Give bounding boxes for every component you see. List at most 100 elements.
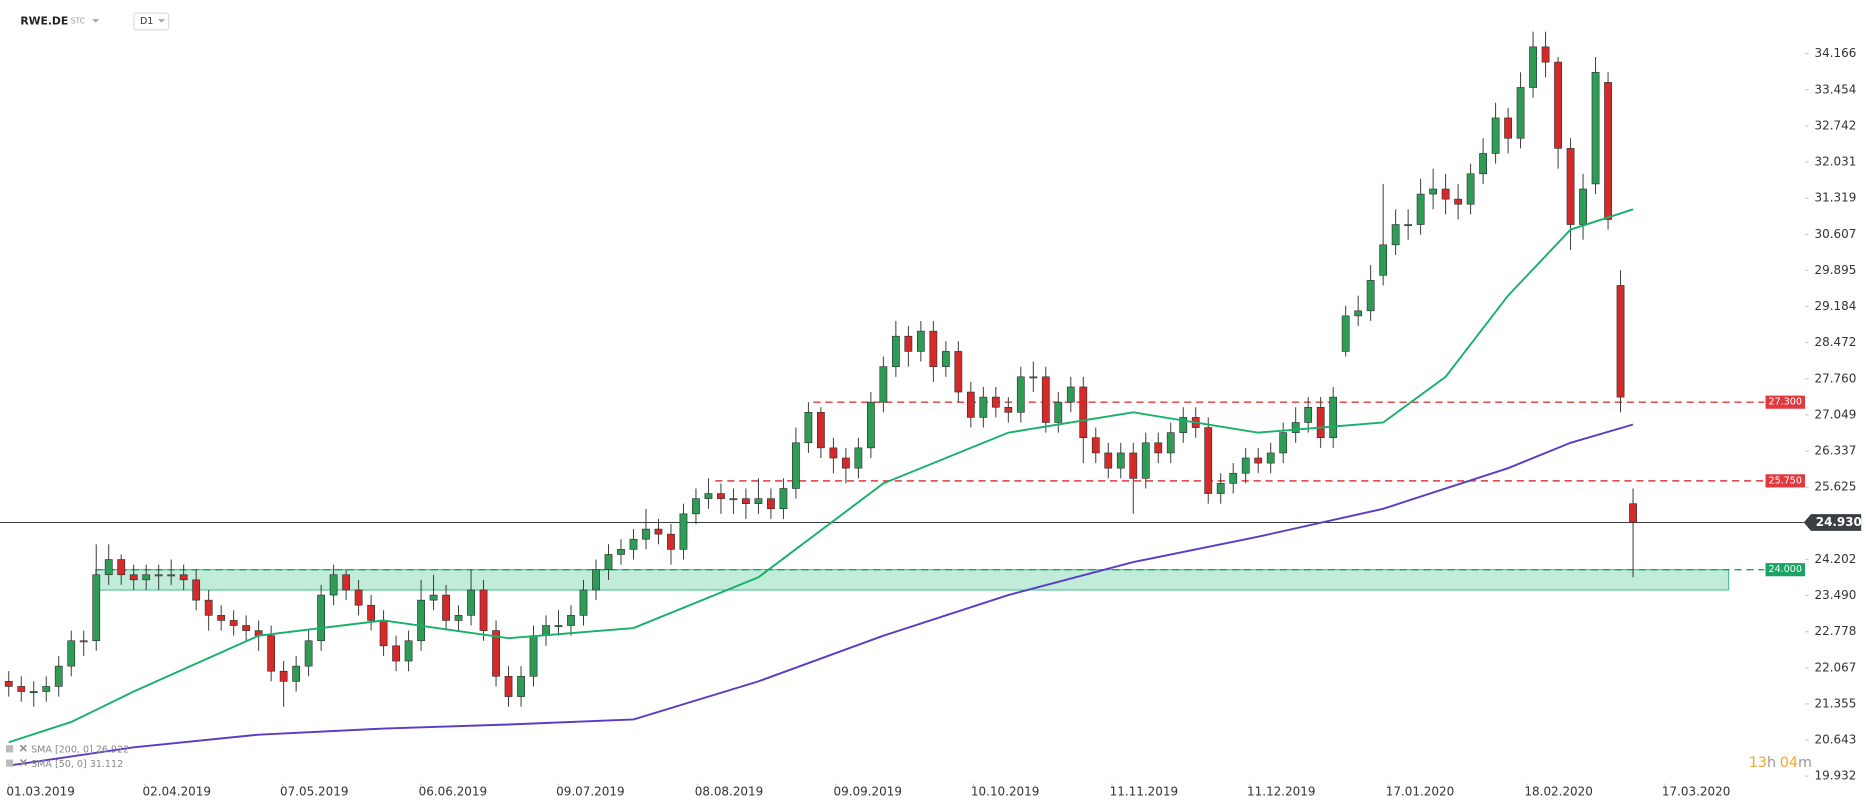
level-label-box — [1765, 474, 1805, 488]
interval[interactable]: D1 — [140, 16, 153, 27]
candle-body — [704, 493, 713, 499]
x-tick-label: 11.12.2019 — [1247, 784, 1315, 798]
candle-body — [1266, 452, 1275, 464]
candle-body — [1054, 401, 1063, 423]
candle-body — [154, 574, 163, 577]
candle-body — [1229, 472, 1238, 484]
candle-body — [367, 604, 375, 621]
candle-body — [617, 549, 625, 555]
candle-body — [891, 335, 900, 367]
candle-body — [279, 670, 288, 682]
candle-body — [554, 625, 563, 628]
candle-body — [1416, 193, 1425, 225]
current-price-label: 24.930 — [1816, 515, 1862, 529]
candle-body — [1404, 224, 1413, 227]
candle-body — [916, 330, 925, 352]
x-tick-label: 09.09.2019 — [834, 784, 902, 798]
candle-body — [729, 498, 738, 501]
candle-body — [879, 366, 888, 403]
dropdown-arrow[interactable] — [157, 19, 166, 23]
candle-body — [1241, 457, 1250, 474]
candle-body — [129, 574, 138, 581]
y-tick-label: 22.067 — [1815, 660, 1857, 674]
candle-body — [966, 391, 975, 418]
x-tick-label: 02.04.2019 — [143, 784, 211, 798]
x-tick-label: 10.10.2019 — [971, 784, 1039, 798]
y-tick-label: 23.490 — [1815, 588, 1857, 602]
candle-body — [242, 625, 251, 631]
y-tick-label: 34.166 — [1815, 46, 1857, 60]
candle-body — [1016, 376, 1025, 413]
candle-body — [417, 599, 425, 642]
x-tick-label: 18.02.2020 — [1524, 784, 1592, 798]
candle-body — [1291, 422, 1300, 433]
candle-body — [179, 574, 188, 581]
candle-body — [842, 457, 850, 469]
candle-body — [1254, 457, 1263, 464]
candle-body — [442, 594, 450, 621]
candle-body — [229, 620, 238, 626]
y-tick-label: 32.742 — [1815, 118, 1857, 132]
sma-line — [8, 208, 1634, 744]
candle-body — [1116, 452, 1125, 469]
candle-body — [1479, 153, 1487, 175]
candle-body — [517, 675, 525, 697]
candle-timer: 13h 04m — [1749, 755, 1812, 771]
support-zone — [95, 569, 1729, 591]
x-tick-label: 11.11.2019 — [1110, 784, 1178, 798]
x-tick-label: 17.03.2020 — [1662, 784, 1730, 798]
candle-body — [779, 488, 788, 510]
candle-body — [1204, 427, 1213, 494]
candle-body — [1441, 188, 1450, 200]
candle-body — [1279, 432, 1288, 454]
candle-body — [204, 599, 213, 616]
candle-body — [1304, 406, 1313, 423]
y-tick-label: 20.643 — [1815, 733, 1857, 747]
candle-body — [1391, 224, 1400, 246]
candle-body — [1179, 417, 1188, 433]
symbol[interactable]: RWE.DE — [20, 15, 68, 28]
candle-body — [192, 579, 201, 601]
dropdown-arrow[interactable] — [92, 19, 100, 23]
candle-body — [1504, 117, 1512, 139]
candle-body — [1004, 406, 1013, 413]
y-tick-label: 28.472 — [1815, 335, 1857, 349]
y-tick-label: 27.049 — [1815, 407, 1857, 421]
candle-body — [1379, 244, 1388, 276]
current-price-box — [1803, 514, 1862, 531]
candle-body — [454, 615, 463, 621]
candle-body — [4, 681, 13, 687]
x-tick-label: 01.03.2019 — [6, 784, 74, 798]
candle-body — [1629, 503, 1637, 523]
y-tick-label: 24.202 — [1815, 552, 1857, 566]
candle-body — [991, 396, 1000, 408]
x-tick-label: 07.05.2019 — [280, 784, 348, 798]
timer-unit: m — [1798, 755, 1812, 771]
candle-body — [1341, 315, 1350, 352]
candle-body — [479, 589, 488, 631]
candle-body — [29, 691, 38, 694]
candle-body — [104, 559, 113, 576]
candle-body — [1216, 483, 1225, 494]
level-label: 27.300 — [1769, 397, 1802, 408]
candle-body — [167, 574, 176, 577]
candle-body — [1041, 376, 1050, 423]
candle-body — [592, 569, 600, 591]
candle-body — [579, 589, 588, 616]
candle-body — [1466, 173, 1475, 205]
x-tick-label: 06.06.2019 — [419, 784, 487, 798]
candle-body — [1491, 117, 1500, 154]
y-tick-label: 26.337 — [1815, 444, 1857, 458]
timer-minutes: 04 — [1780, 755, 1798, 771]
y-tick-label: 22.778 — [1815, 624, 1857, 638]
candle-body — [1566, 148, 1575, 225]
candle-body — [379, 620, 388, 647]
y-tick-label: 33.454 — [1815, 82, 1857, 96]
candle-body — [1354, 310, 1363, 317]
candle-body — [767, 498, 775, 510]
candle-body — [1616, 285, 1625, 398]
interval-button[interactable] — [133, 12, 170, 31]
y-tick-label: 30.607 — [1815, 227, 1857, 241]
